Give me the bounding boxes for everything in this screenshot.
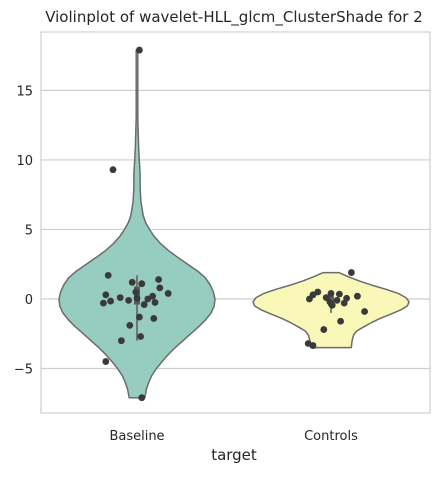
data-point: [144, 295, 152, 303]
data-point: [133, 294, 141, 302]
point-layer: [100, 46, 368, 402]
data-point: [109, 166, 117, 174]
x-tick-label: Baseline: [109, 429, 164, 444]
data-point: [136, 46, 143, 54]
data-point: [306, 295, 313, 303]
x-tick-labels: Baseline Controls: [109, 429, 358, 444]
data-point: [333, 296, 341, 304]
chart-title: Violinplot of wavelet-HLL_glcm_ClusterSh…: [45, 8, 423, 27]
data-point: [327, 290, 335, 297]
y-tick-label: 0: [25, 293, 33, 308]
data-point: [138, 280, 146, 288]
data-point: [132, 288, 140, 296]
data-point: [138, 394, 146, 402]
y-tick-label: −5: [14, 363, 33, 378]
data-point: [100, 299, 107, 307]
data-point: [118, 337, 125, 345]
data-point: [354, 292, 361, 300]
data-point: [136, 313, 143, 321]
data-point: [102, 358, 110, 365]
data-point: [155, 276, 163, 283]
y-tick-label: 15: [16, 84, 33, 99]
data-point: [126, 321, 134, 329]
data-point: [361, 308, 368, 315]
x-tick-label: Controls: [304, 429, 358, 444]
y-tick-label: 5: [25, 223, 33, 238]
data-point: [340, 299, 348, 307]
data-point: [140, 301, 148, 308]
data-point: [309, 342, 317, 349]
data-point: [164, 290, 172, 297]
data-point: [137, 333, 145, 340]
plot-frame: [40, 31, 431, 414]
data-point: [116, 294, 124, 301]
data-point: [156, 284, 164, 292]
data-point: [151, 299, 159, 306]
data-point: [336, 290, 343, 298]
data-point: [320, 326, 328, 333]
data-point: [125, 296, 132, 304]
data-point: [102, 291, 110, 299]
data-point: [128, 278, 136, 286]
x-axis-label: target: [211, 446, 257, 464]
data-point: [328, 301, 336, 309]
data-point: [107, 297, 114, 305]
data-point: [104, 271, 112, 279]
y-tick-labels: −5 0 5 10 15: [14, 84, 33, 377]
data-point: [150, 315, 158, 322]
y-tick-label: 10: [16, 154, 33, 169]
data-point: [337, 317, 344, 325]
data-point: [348, 269, 355, 276]
